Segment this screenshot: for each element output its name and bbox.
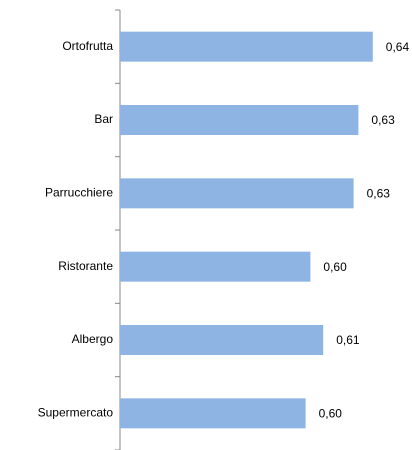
y-tick-label: Parrucchiere: [45, 186, 113, 200]
y-tick-label: Albergo: [72, 332, 114, 346]
bar: [120, 178, 354, 209]
bar: [120, 251, 311, 282]
data-label: 0,63: [367, 187, 391, 201]
y-tick-label: Supermercato: [38, 406, 114, 420]
bar: [120, 325, 324, 355]
data-label: 0,63: [371, 113, 395, 127]
bar: [120, 105, 359, 135]
y-tick-label: Ortofrutta: [62, 39, 113, 53]
bar: [120, 31, 373, 62]
y-tick-label: Ristorante: [58, 259, 113, 273]
y-tick-label: Bar: [94, 112, 113, 126]
data-label: 0,64: [386, 40, 410, 54]
bar: [120, 398, 306, 429]
data-label: 0,60: [319, 407, 343, 421]
data-label: 0,61: [336, 333, 360, 347]
data-label: 0,60: [323, 260, 347, 274]
